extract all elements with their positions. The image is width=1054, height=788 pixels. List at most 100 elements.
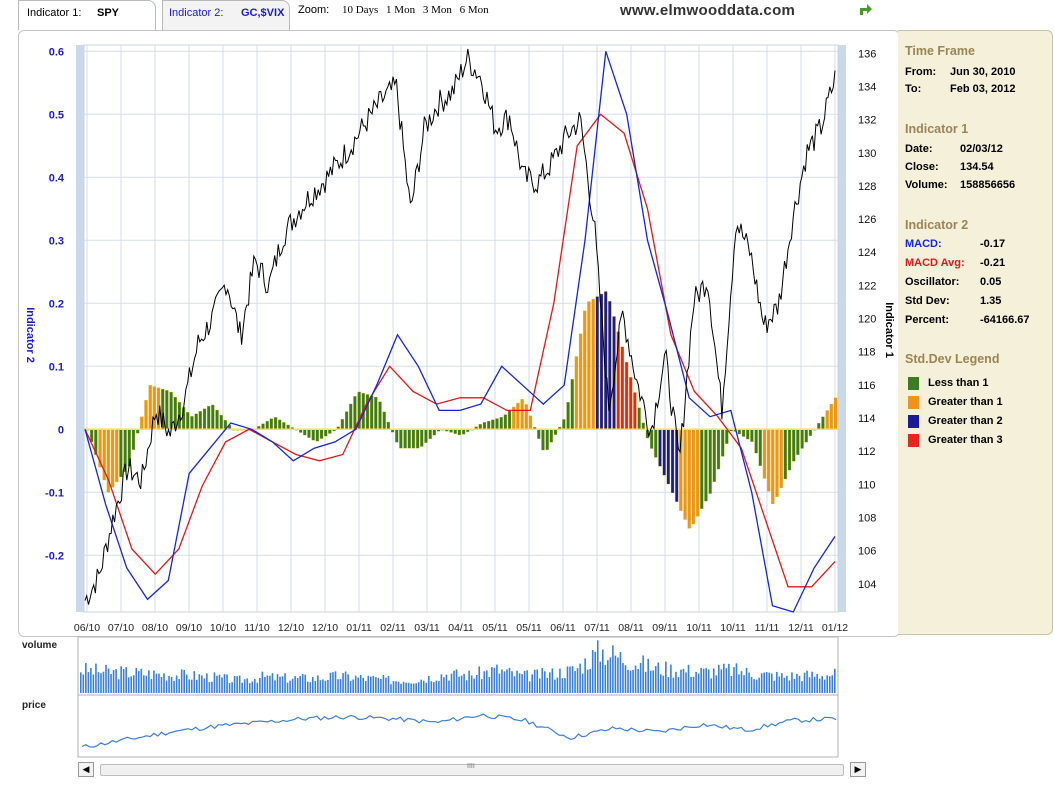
oscillator-bar xyxy=(148,385,152,430)
volume-bar xyxy=(248,683,251,693)
to-label: To: xyxy=(905,83,922,95)
volume-bar xyxy=(690,676,692,693)
tab-indicator-1[interactable]: Indicator 1: SPY xyxy=(18,0,156,30)
oscillator-bar xyxy=(691,429,696,525)
scroll-right-button[interactable]: ▶ xyxy=(850,762,866,777)
volume-bar xyxy=(372,675,375,693)
x-tick-label: 07/11 xyxy=(584,622,610,634)
legend-label-greater-than-1: Greater than 1 xyxy=(928,396,1003,408)
volume-bar xyxy=(196,679,198,693)
volume-bar xyxy=(586,669,589,693)
volume-bar xyxy=(276,674,279,693)
y-right-tick-label: 116 xyxy=(858,380,876,392)
volume-bar xyxy=(213,672,216,693)
volume-bar xyxy=(231,682,233,693)
volume-bar xyxy=(334,671,337,693)
volume-bar xyxy=(710,678,713,693)
volume-bar xyxy=(718,664,720,693)
volume-bar xyxy=(622,663,624,693)
oscillator-bar xyxy=(370,395,374,430)
legend-swatch-greater-than-2 xyxy=(908,415,919,428)
volume-bar xyxy=(748,672,750,693)
volume-bar xyxy=(382,674,385,693)
scroll-left-button[interactable]: ◀ xyxy=(78,762,94,777)
oscillator-bar xyxy=(507,410,512,430)
y-right-tick-label: 128 xyxy=(858,181,876,193)
oscillator-bar xyxy=(378,401,382,430)
volume-bar xyxy=(455,669,458,693)
volume-bar xyxy=(692,676,695,693)
volume-bar xyxy=(788,680,791,693)
volume-bar xyxy=(791,672,793,693)
volume-bar xyxy=(478,666,481,693)
zoom-10-days[interactable]: 10 Days xyxy=(341,4,379,16)
volume-bar xyxy=(155,673,158,693)
volume-bar xyxy=(180,669,183,693)
oscillator-bar xyxy=(687,429,691,529)
volume-bar xyxy=(612,645,614,693)
volume-bar xyxy=(627,669,629,693)
volume-bar xyxy=(448,680,450,693)
zoom-6-mon[interactable]: 6 Mon xyxy=(459,4,489,16)
info-panel: Time Frame From: Jun 30, 2010 To: Feb 03… xyxy=(898,30,1053,635)
volume-bar xyxy=(422,680,425,693)
volume-bar xyxy=(665,661,667,693)
oscillator-bar xyxy=(821,416,825,430)
volume-bar xyxy=(654,666,657,693)
volume-bar xyxy=(675,671,677,693)
volume-bar xyxy=(208,682,211,693)
volume-bar xyxy=(697,673,700,693)
volume-bar xyxy=(604,664,607,693)
volume-bar xyxy=(602,649,604,693)
volume-bar xyxy=(375,677,377,693)
x-tick-label: 11/10 xyxy=(244,622,270,634)
volume-bar xyxy=(165,680,168,693)
oscillator-bar xyxy=(278,419,282,430)
volume-bar xyxy=(82,674,85,693)
macd-avg-value: -0.21 xyxy=(980,257,1006,269)
y-right-tick-label: 124 xyxy=(858,247,876,259)
volume-bar xyxy=(763,672,765,693)
x-tick-label: 10/11 xyxy=(686,622,712,634)
oscillator-bar xyxy=(119,429,123,478)
volume-bar xyxy=(211,681,213,693)
volume-bar xyxy=(531,674,533,693)
volume-bar xyxy=(304,674,307,693)
y-right-tick-label: 120 xyxy=(858,314,876,326)
volume-bar xyxy=(828,676,831,693)
date-value: 02/03/12 xyxy=(960,143,1003,155)
oscillator-bar xyxy=(741,429,746,437)
oscillator-bar xyxy=(537,429,541,439)
volume-bar xyxy=(443,677,445,693)
oscillator-bar xyxy=(754,429,758,454)
volume-bar xyxy=(312,676,314,693)
oscillator-bar xyxy=(386,421,391,430)
volume-bar xyxy=(438,681,440,693)
tab-indicator-2[interactable]: Indicator 2: GC,$VIX xyxy=(162,0,290,30)
oscillator-bar xyxy=(516,403,520,430)
volume-bar xyxy=(87,672,90,693)
share-arrow-icon[interactable] xyxy=(858,2,874,16)
volume-bar xyxy=(279,676,281,693)
volume-bar xyxy=(254,678,256,693)
volume-bar xyxy=(264,676,266,693)
volume-bar xyxy=(117,679,120,693)
price-label-mini: price xyxy=(22,700,46,711)
navigator-chart[interactable] xyxy=(0,635,1054,760)
volume-bar xyxy=(261,671,264,693)
zoom-1-mon[interactable]: 1 Mon xyxy=(386,4,416,16)
x-tick-label: 10/11 xyxy=(720,622,746,634)
navigator-scrollbar[interactable]: ◀ IIII ▶ xyxy=(78,762,866,777)
volume-bar xyxy=(138,671,140,693)
volume-bar xyxy=(435,680,438,693)
zoom-3-mon[interactable]: 3 Mon xyxy=(422,4,452,16)
scroll-track[interactable]: IIII xyxy=(100,763,844,776)
volume-bar xyxy=(720,669,723,693)
macd-line xyxy=(84,51,836,613)
oscillator-bar xyxy=(198,411,202,430)
volume-bar xyxy=(750,676,753,693)
volume-bar xyxy=(228,683,231,693)
oscillator-bar xyxy=(202,408,207,430)
volume-bar xyxy=(97,672,100,693)
volume-bar xyxy=(127,677,130,693)
